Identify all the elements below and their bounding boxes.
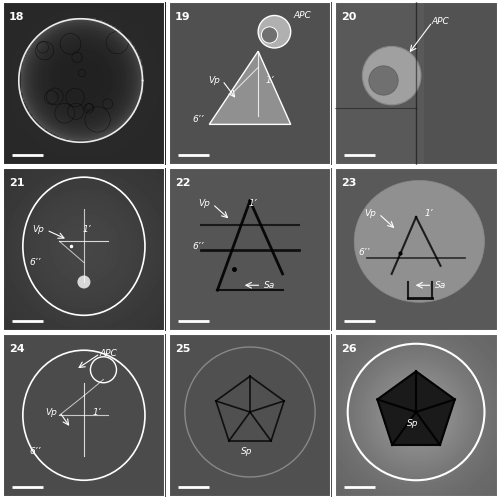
Text: 1’: 1’ bbox=[83, 226, 92, 235]
Text: 6’’: 6’’ bbox=[30, 258, 41, 267]
Polygon shape bbox=[210, 51, 290, 124]
Circle shape bbox=[78, 275, 90, 288]
Text: 1’: 1’ bbox=[92, 408, 102, 417]
Text: Vp: Vp bbox=[364, 209, 376, 218]
Text: 21: 21 bbox=[9, 178, 24, 188]
Text: 6’’: 6’’ bbox=[192, 242, 203, 251]
Circle shape bbox=[362, 46, 421, 105]
Text: Vp: Vp bbox=[198, 200, 210, 209]
Text: 6’’: 6’’ bbox=[358, 248, 370, 257]
Text: Vp: Vp bbox=[32, 226, 44, 235]
Polygon shape bbox=[378, 371, 455, 445]
Text: Sa: Sa bbox=[435, 281, 446, 290]
Bar bbox=[424, 2, 498, 165]
Circle shape bbox=[369, 66, 398, 95]
Text: 1’: 1’ bbox=[265, 76, 274, 85]
Text: APC: APC bbox=[293, 11, 311, 20]
Text: Vp: Vp bbox=[46, 408, 58, 417]
Text: APC: APC bbox=[100, 349, 117, 358]
Text: 6’’: 6’’ bbox=[192, 115, 203, 124]
Text: Sp: Sp bbox=[241, 447, 252, 456]
Circle shape bbox=[262, 27, 278, 43]
Text: Vp: Vp bbox=[208, 76, 220, 85]
Text: 1’: 1’ bbox=[249, 200, 258, 209]
Circle shape bbox=[258, 15, 290, 48]
Text: Sp: Sp bbox=[407, 419, 418, 428]
Text: 20: 20 bbox=[341, 12, 356, 22]
Text: APC: APC bbox=[432, 17, 450, 26]
Text: 22: 22 bbox=[175, 178, 190, 188]
Text: 6’’: 6’’ bbox=[30, 447, 41, 456]
Text: 26: 26 bbox=[341, 344, 357, 354]
Text: 19: 19 bbox=[175, 12, 190, 22]
Text: 24: 24 bbox=[9, 344, 24, 354]
Text: 1’: 1’ bbox=[425, 209, 434, 218]
Ellipse shape bbox=[354, 181, 484, 302]
Text: 23: 23 bbox=[341, 178, 356, 188]
Text: 18: 18 bbox=[9, 12, 24, 22]
Text: 25: 25 bbox=[175, 344, 190, 354]
Text: Sa: Sa bbox=[264, 281, 275, 290]
